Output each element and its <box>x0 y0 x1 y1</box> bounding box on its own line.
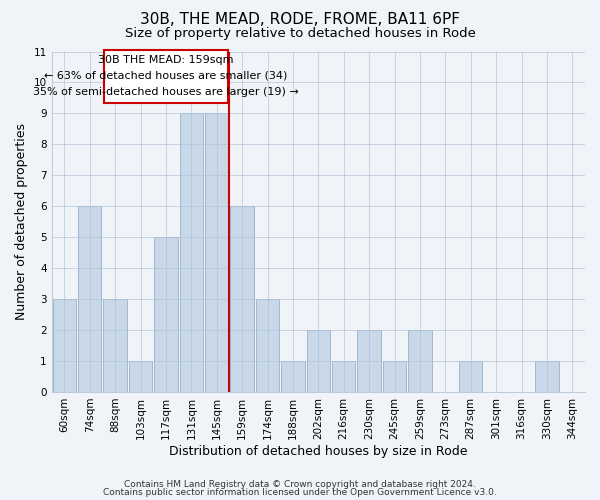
Text: 35% of semi-detached houses are larger (19) →: 35% of semi-detached houses are larger (… <box>33 88 299 98</box>
Bar <box>307 330 330 392</box>
Text: Size of property relative to detached houses in Rode: Size of property relative to detached ho… <box>125 28 475 40</box>
Bar <box>154 237 178 392</box>
FancyBboxPatch shape <box>104 50 228 102</box>
Bar <box>78 206 101 392</box>
Text: 30B THE MEAD: 159sqm: 30B THE MEAD: 159sqm <box>98 55 234 65</box>
Bar <box>535 361 559 392</box>
Bar <box>358 330 381 392</box>
Text: Contains public sector information licensed under the Open Government Licence v3: Contains public sector information licen… <box>103 488 497 497</box>
Text: Contains HM Land Registry data © Crown copyright and database right 2024.: Contains HM Land Registry data © Crown c… <box>124 480 476 489</box>
Bar <box>332 361 355 392</box>
Bar <box>408 330 431 392</box>
X-axis label: Distribution of detached houses by size in Rode: Distribution of detached houses by size … <box>169 444 467 458</box>
Bar <box>53 299 76 392</box>
Y-axis label: Number of detached properties: Number of detached properties <box>15 123 28 320</box>
Bar <box>281 361 305 392</box>
Text: ← 63% of detached houses are smaller (34): ← 63% of detached houses are smaller (34… <box>44 70 287 81</box>
Bar <box>459 361 482 392</box>
Bar <box>230 206 254 392</box>
Bar <box>383 361 406 392</box>
Bar <box>179 114 203 392</box>
Bar <box>256 299 279 392</box>
Bar <box>129 361 152 392</box>
Bar <box>103 299 127 392</box>
Text: 30B, THE MEAD, RODE, FROME, BA11 6PF: 30B, THE MEAD, RODE, FROME, BA11 6PF <box>140 12 460 28</box>
Bar <box>205 114 229 392</box>
